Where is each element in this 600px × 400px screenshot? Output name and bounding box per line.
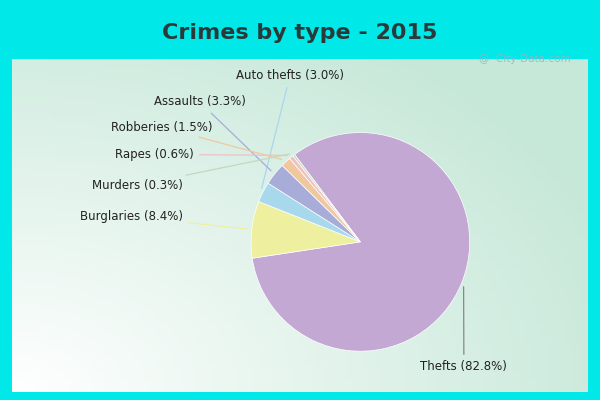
Wedge shape	[259, 183, 361, 242]
Wedge shape	[251, 202, 361, 258]
Text: Assaults (3.3%): Assaults (3.3%)	[154, 96, 271, 171]
Text: Crimes by type - 2015: Crimes by type - 2015	[163, 23, 437, 43]
Text: Robberies (1.5%): Robberies (1.5%)	[111, 120, 281, 160]
Wedge shape	[268, 166, 361, 242]
Text: Murders (0.3%): Murders (0.3%)	[92, 154, 290, 192]
Wedge shape	[290, 156, 361, 242]
Text: Rapes (0.6%): Rapes (0.6%)	[115, 148, 287, 161]
Wedge shape	[282, 158, 361, 242]
Bar	[12, 8, 588, 58]
Wedge shape	[293, 154, 361, 242]
Text: Auto thefts (3.0%): Auto thefts (3.0%)	[236, 69, 344, 188]
Text: Burglaries (8.4%): Burglaries (8.4%)	[80, 210, 247, 229]
Text: @  City-Data.com: @ City-Data.com	[479, 54, 571, 64]
Wedge shape	[252, 132, 470, 351]
Text: Thefts (82.8%): Thefts (82.8%)	[421, 287, 508, 373]
